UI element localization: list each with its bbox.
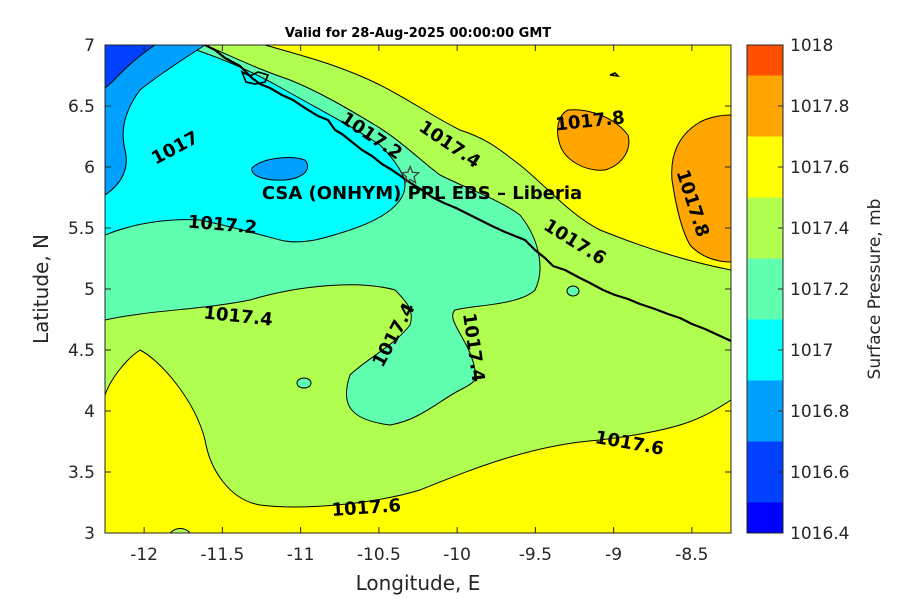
contour-band-1017-8-b <box>671 114 731 263</box>
coastline-inlet <box>240 70 270 85</box>
y-tick-label: 3.5 <box>68 463 95 483</box>
contour-blob-teal-2 <box>296 377 312 389</box>
colorbar-tick-label: 1017.8 <box>790 97 849 117</box>
y-tick-label: 7 <box>84 36 95 56</box>
colorbar-swatch <box>747 136 783 198</box>
x-tick-label: -12 <box>130 545 158 565</box>
x-tick-label: -9.5 <box>519 545 552 565</box>
x-tick-label: -10.5 <box>357 545 401 565</box>
colorbar-label: Surface Pressure, mb <box>865 199 885 380</box>
colorbar-swatch <box>747 45 783 76</box>
x-tick-label: -10 <box>443 545 471 565</box>
coastline-island <box>609 72 621 78</box>
y-tick-label: 5.5 <box>68 219 95 239</box>
contour-band-1016-6 <box>105 45 156 89</box>
contour-band-1017-8-a <box>557 109 630 171</box>
contour-label: 1017.6 <box>331 495 402 521</box>
colorbar-tick-label: 1016.6 <box>790 463 849 483</box>
colorbar-tick-label: 1017.2 <box>790 280 849 300</box>
map-title: Valid for 28-Aug-2025 00:00:00 GMT <box>285 26 551 41</box>
colorbar-tick-label: 1017.4 <box>790 219 849 239</box>
x-tick-label: -11 <box>287 545 315 565</box>
y-axis-ticks: 7 6.5 6 5.5 5 4.5 4 3.5 3 <box>68 36 731 544</box>
colorbar-swatch <box>747 258 783 320</box>
colorbar-swatch <box>747 319 783 381</box>
x-tick-label: -11.5 <box>200 545 244 565</box>
colorbar-swatch <box>747 197 783 259</box>
contour-band-1017 <box>105 45 406 243</box>
colorbar-swatch <box>747 75 783 137</box>
colorbar-swatch <box>747 502 783 533</box>
coastline <box>204 45 731 342</box>
y-tick-label: 4.5 <box>68 341 95 361</box>
colorbar-tick-label: 1017 <box>790 341 833 361</box>
colorbar: 1018 1017.8 1017.6 1017.4 1017.2 1017 1016.8 10… <box>746 36 849 544</box>
x-axis-label: Longitude, E <box>356 571 481 595</box>
colorbar-tick-label: 1016.8 <box>790 402 849 422</box>
contour-blob-bottom <box>169 528 191 533</box>
contour-band-1016-8-blob <box>251 157 309 181</box>
colorbar-tick-label: 1016.4 <box>790 524 849 544</box>
y-tick-label: 6 <box>84 158 95 178</box>
x-axis-ticks: -12 -11.5 -11 -10.5 -10 -9.5 -9 -8.5 <box>130 45 708 565</box>
contour-band-1016-8 <box>105 45 206 196</box>
contour-blob-teal <box>566 285 580 297</box>
y-axis-label: Latitude, N <box>29 234 53 344</box>
colorbar-swatch <box>747 441 783 503</box>
colorbar-tick-label: 1017.6 <box>790 158 849 178</box>
colorbar-swatch <box>747 380 783 442</box>
contour-fill-layer <box>105 45 731 533</box>
y-tick-label: 3 <box>84 524 95 544</box>
site-marker-star <box>399 164 421 185</box>
y-tick-label: 6.5 <box>68 97 95 117</box>
x-tick-label: -9 <box>605 545 622 565</box>
colorbar-tick-label: 1018 <box>790 36 833 56</box>
site-label: CSA (ONHYM) PPL EBS – Liberia <box>262 183 582 204</box>
y-tick-label: 5 <box>84 280 95 300</box>
y-tick-label: 4 <box>84 402 95 422</box>
x-tick-label: -8.5 <box>675 545 708 565</box>
